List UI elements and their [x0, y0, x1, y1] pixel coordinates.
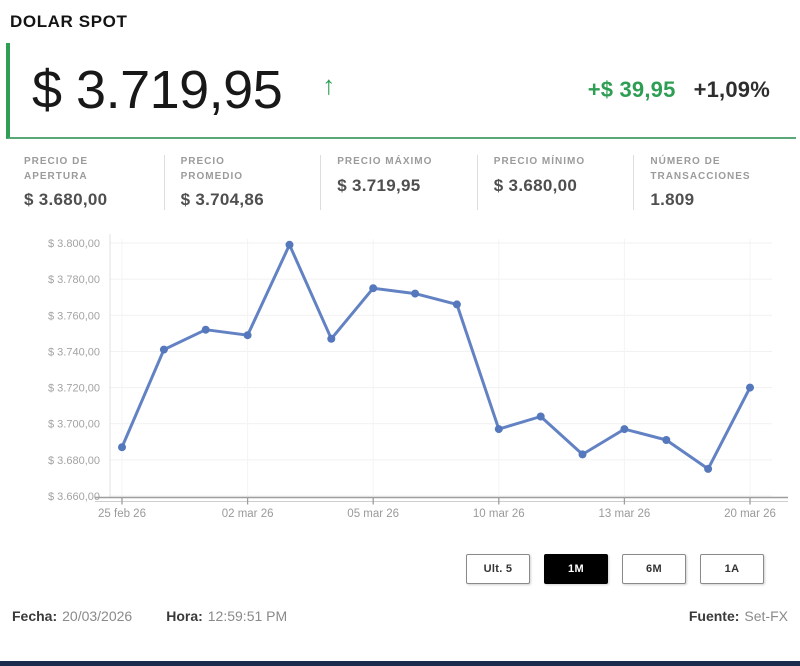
svg-text:25 feb 26: 25 feb 26: [98, 508, 146, 520]
price-change-percent: +1,09%: [693, 77, 770, 102]
svg-text:$ 3.700,00: $ 3.700,00: [48, 419, 100, 431]
source-value: Set-FX: [744, 608, 788, 624]
svg-text:13 mar 26: 13 mar 26: [599, 508, 651, 520]
price-chart: $ 3.800,00 $ 3.780,00 $ 3.760,00 $ 3.740,00…: [0, 220, 800, 530]
current-price: $ 3.719,95: [32, 60, 283, 120]
stat-item: PRECIO PROMEDIO $ 3.704,86: [163, 155, 321, 210]
stat-label: PRECIO MÁXIMO: [337, 156, 433, 167]
stat-value: $ 3.680,00: [24, 190, 108, 209]
price-change-group: +$ 39,95 +1,09%: [588, 77, 770, 103]
time-label: Hora:: [166, 608, 203, 624]
stat-label: NÚMERO DE TRANSACCIONES: [650, 156, 751, 182]
svg-text:$ 3.720,00: $ 3.720,00: [48, 383, 100, 395]
price-change-value: +$ 39,95: [587, 77, 676, 102]
svg-text:05 mar 26: 05 mar 26: [347, 508, 399, 520]
stat-value: $ 3.719,95: [337, 175, 421, 195]
price-chart-svg: $ 3.800,00 $ 3.780,00 $ 3.760,00 $ 3.740,00…: [48, 234, 788, 520]
stat-value: $ 3.704,86: [180, 190, 264, 209]
footer: Fecha: 20/03/2026 Hora: 12:59:51 PM Fuente…: [12, 608, 790, 624]
trend-up-icon: ↑: [322, 70, 336, 100]
svg-text:$ 3.800,00: $ 3.800,00: [48, 238, 100, 250]
footer-date: Fecha: 20/03/2026: [12, 608, 132, 624]
bottom-accent-bar: [0, 661, 800, 666]
stat-label: PRECIO DE APERTURA: [24, 156, 89, 182]
range-button-1m[interactable]: 1M: [544, 554, 608, 584]
range-button-1a[interactable]: 1A: [700, 554, 764, 584]
page-title: DOLAR SPOT: [10, 12, 128, 31]
range-selector: Ult. 5 1M 6M 1A: [0, 554, 764, 584]
range-button-6m[interactable]: 6M: [622, 554, 686, 584]
svg-text:$ 3.760,00: $ 3.760,00: [48, 310, 100, 322]
svg-text:$ 3.680,00: $ 3.680,00: [48, 455, 100, 467]
svg-text:$ 3.780,00: $ 3.780,00: [48, 274, 100, 286]
stat-item: PRECIO MÁXIMO $ 3.719,95: [320, 155, 477, 210]
stat-value: $ 3.680,00: [493, 175, 578, 195]
stat-item: NÚMERO DE TRANSACCIONES 1.809: [633, 155, 790, 210]
svg-text:$ 3.740,00: $ 3.740,00: [48, 346, 100, 358]
svg-text:10 mar 26: 10 mar 26: [473, 508, 525, 520]
range-button-ult5[interactable]: Ult. 5: [466, 554, 530, 584]
footer-source: Fuente: Set-FX: [689, 608, 788, 624]
stat-value: 1.809: [650, 190, 695, 209]
date-value: 20/03/2026: [62, 608, 133, 624]
stat-label: PRECIO MÍNIMO: [493, 156, 586, 167]
svg-text:$ 3.660,00: $ 3.660,00: [48, 491, 100, 503]
current-price-panel: $ 3.719,95 ↑ +$ 39,95 +1,09%: [6, 43, 796, 139]
stats-row: PRECIO DE APERTURA $ 3.680,00 PRECIO PROMEDI…: [24, 155, 790, 210]
time-value: 12:59:51 PM: [207, 608, 288, 624]
stat-item: PRECIO MÍNIMO $ 3.680,00: [476, 155, 634, 210]
stat-item: PRECIO DE APERTURA $ 3.680,00: [24, 155, 164, 210]
date-label: Fecha:: [12, 608, 58, 624]
source-label: Fuente:: [688, 608, 740, 624]
svg-text:20 mar 26: 20 mar 26: [724, 508, 776, 520]
svg-text:02 mar 26: 02 mar 26: [222, 508, 274, 520]
stat-label: PRECIO PROMEDIO: [180, 156, 244, 182]
footer-time: Hora: 12:59:51 PM: [166, 608, 287, 624]
